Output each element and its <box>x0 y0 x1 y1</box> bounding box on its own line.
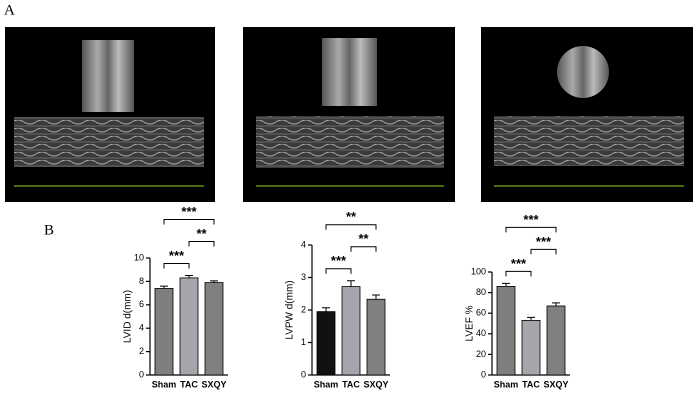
significance-label: ** <box>196 226 207 241</box>
x-tick-label: SXQY <box>201 379 226 389</box>
y-tick-label: 2 <box>139 346 144 356</box>
panel-label: A <box>4 2 15 18</box>
x-tick-label: TAC <box>180 379 198 389</box>
significance-bracket <box>505 270 532 277</box>
significance-label: ** <box>358 231 369 246</box>
x-tick-label: Sham <box>152 379 177 389</box>
y-tick-label: 4 <box>139 323 144 333</box>
x-tick-label: Sham <box>494 379 519 389</box>
y-tick-label: 0 <box>139 369 144 379</box>
y-tick-label: 20 <box>476 349 486 359</box>
significance-bracket <box>505 226 557 233</box>
bar <box>179 277 199 376</box>
y-axis-label: LVID d(mm) <box>123 290 134 343</box>
bar <box>341 286 361 376</box>
significance-label: ** <box>346 209 357 224</box>
y-tick-label: 100 <box>471 266 486 276</box>
bar <box>316 311 336 376</box>
significance-bracket <box>163 219 215 225</box>
significance-bracket <box>163 263 190 269</box>
bar <box>204 282 224 376</box>
significance-bracket <box>530 248 557 255</box>
error-bar <box>160 285 168 289</box>
y-tick-label: 6 <box>139 299 144 309</box>
x-tick-label: TAC <box>522 379 540 389</box>
y-tick-label: 8 <box>139 276 144 286</box>
error-bar <box>185 275 193 278</box>
error-bar <box>527 316 535 321</box>
y-tick-label: 80 <box>476 287 486 297</box>
significance-label: *** <box>511 256 527 271</box>
y-tick-label: 2 <box>301 304 306 314</box>
error-bar <box>372 294 380 300</box>
y-tick-label: 3 <box>301 272 306 282</box>
ultrasound-image <box>481 27 693 202</box>
panel-label: B <box>44 222 54 238</box>
bar <box>496 286 516 376</box>
significance-label: *** <box>523 212 539 227</box>
bar <box>154 288 174 376</box>
significance-label: *** <box>331 253 347 268</box>
x-tick-label: SXQY <box>543 379 568 389</box>
y-tick-label: 0 <box>301 369 306 379</box>
x-tick-label: TAC <box>342 379 360 389</box>
y-tick-label: 40 <box>476 328 486 338</box>
y-tick-label: 0 <box>481 369 486 379</box>
x-tick-label: SXQY <box>363 379 388 389</box>
y-tick-label: 10 <box>134 252 144 262</box>
ultrasound-image <box>243 27 455 202</box>
x-tick-label: Sham <box>314 379 339 389</box>
bar <box>546 305 566 376</box>
significance-bracket <box>325 224 377 230</box>
error-bar <box>322 307 330 312</box>
significance-bracket <box>325 268 352 274</box>
significance-bracket <box>350 246 377 252</box>
significance-label: *** <box>169 248 185 263</box>
y-axis-label: LVPW d(mm) <box>285 280 296 339</box>
y-axis-label: LVEF % <box>465 305 476 341</box>
error-bar <box>502 282 510 287</box>
significance-label: *** <box>536 234 552 249</box>
error-bar <box>552 302 560 306</box>
y-tick-label: 4 <box>301 239 306 249</box>
ultrasound-image <box>5 27 215 202</box>
error-bar <box>347 280 355 287</box>
y-tick-label: 60 <box>476 308 486 318</box>
y-tick-label: 1 <box>301 337 306 347</box>
error-bar <box>210 280 218 283</box>
significance-label: *** <box>181 204 197 219</box>
significance-bracket <box>188 241 215 247</box>
bar <box>366 298 386 376</box>
bar <box>521 320 541 376</box>
